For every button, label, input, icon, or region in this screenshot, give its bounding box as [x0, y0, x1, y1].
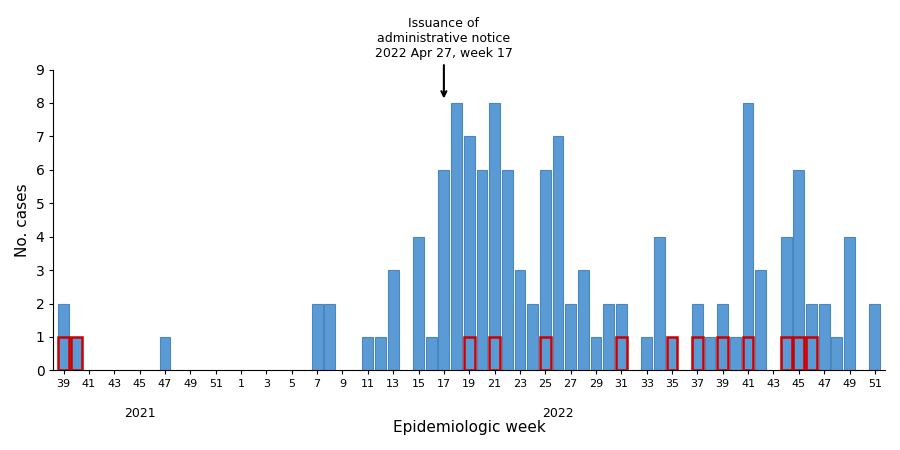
Bar [705, 337, 716, 370]
Bar [832, 337, 842, 370]
Bar [806, 304, 817, 370]
Bar [311, 304, 322, 370]
Bar [540, 337, 551, 370]
Bar [667, 337, 678, 370]
Bar [527, 304, 538, 370]
Bar [578, 270, 589, 370]
Bar [794, 337, 805, 370]
Bar [426, 337, 436, 370]
Bar [730, 337, 741, 370]
Bar [490, 337, 500, 370]
Bar [616, 304, 626, 370]
Bar [363, 337, 374, 370]
X-axis label: Epidemiologic week: Epidemiologic week [393, 420, 545, 435]
Bar [794, 170, 805, 370]
Bar [388, 270, 399, 370]
Bar [464, 136, 474, 370]
Bar [844, 237, 855, 370]
Bar [780, 337, 791, 370]
Bar [540, 170, 551, 370]
Bar [71, 337, 82, 370]
Bar [616, 337, 626, 370]
Bar [642, 337, 652, 370]
Bar [603, 304, 614, 370]
Bar [58, 304, 69, 370]
Bar [324, 304, 335, 370]
Bar [159, 337, 170, 370]
Bar [717, 337, 728, 370]
Bar [806, 337, 817, 370]
Bar [869, 304, 880, 370]
Bar [553, 136, 563, 370]
Bar [590, 337, 601, 370]
Text: 2022: 2022 [542, 406, 574, 419]
Bar [71, 337, 82, 370]
Bar [451, 103, 462, 370]
Bar [565, 304, 576, 370]
Bar [780, 237, 791, 370]
Bar [58, 337, 69, 370]
Bar [819, 304, 830, 370]
Y-axis label: No. cases: No. cases [15, 183, 30, 257]
Bar [502, 170, 513, 370]
Bar [490, 103, 500, 370]
Bar [692, 337, 703, 370]
Text: 2021: 2021 [124, 406, 156, 419]
Bar [654, 237, 665, 370]
Bar [742, 337, 753, 370]
Bar [413, 237, 424, 370]
Bar [717, 304, 728, 370]
Bar [375, 337, 386, 370]
Bar [438, 170, 449, 370]
Bar [515, 270, 526, 370]
Bar [476, 170, 487, 370]
Bar [742, 103, 753, 370]
Bar [755, 270, 766, 370]
Text: Issuance of
administrative notice
2022 Apr 27, week 17: Issuance of administrative notice 2022 A… [375, 17, 513, 96]
Bar [667, 337, 678, 370]
Bar [464, 337, 474, 370]
Bar [692, 304, 703, 370]
